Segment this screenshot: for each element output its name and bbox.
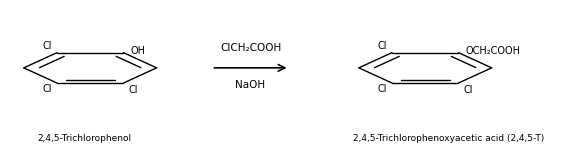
Text: Cl: Cl — [43, 84, 52, 94]
Text: OH: OH — [130, 46, 145, 56]
Text: OCH₂COOH: OCH₂COOH — [466, 46, 521, 56]
Text: Cl: Cl — [378, 84, 387, 94]
Text: NaOH: NaOH — [236, 80, 266, 90]
Text: ClCH₂COOH: ClCH₂COOH — [220, 43, 281, 53]
Text: Cl: Cl — [128, 85, 138, 95]
Text: Cl: Cl — [463, 85, 472, 95]
Text: Cl: Cl — [378, 41, 387, 51]
Text: 2,4,5-Trichlorophenoxyacetic acid (2,4,5-T): 2,4,5-Trichlorophenoxyacetic acid (2,4,5… — [353, 134, 544, 143]
Text: Cl: Cl — [43, 41, 52, 51]
Text: 2,4,5-Trichlorophenol: 2,4,5-Trichlorophenol — [38, 134, 131, 143]
